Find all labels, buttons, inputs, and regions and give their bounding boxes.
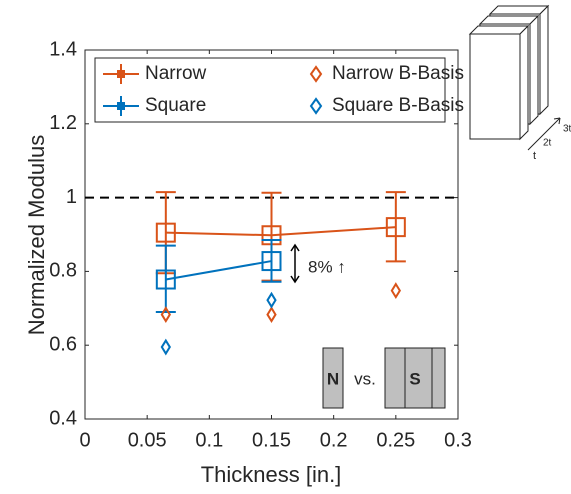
point	[390, 282, 402, 299]
series-line	[165, 260, 272, 281]
point	[266, 291, 277, 309]
y-tick-label: 0.6	[49, 333, 77, 355]
double-arrow	[290, 243, 300, 284]
sample-inset	[322, 347, 446, 409]
legend-swatch	[309, 97, 323, 115]
x-tick-label: 0.1	[195, 429, 223, 451]
point	[160, 338, 171, 356]
annotation: vs.	[354, 369, 376, 388]
annotation: S	[409, 369, 420, 388]
x-tick-label: 0	[79, 429, 90, 451]
legend-label: Narrow	[145, 63, 207, 84]
point	[385, 217, 406, 238]
x-tick-label: 0.05	[128, 429, 167, 451]
y-tick-label: 0.8	[49, 260, 77, 282]
point	[261, 251, 282, 272]
point	[155, 222, 176, 243]
legend-swatch	[117, 102, 125, 110]
annotation: t	[533, 150, 536, 162]
x-axis-label: Thickness [in.]	[201, 462, 342, 487]
y-tick-label: 1.4	[49, 38, 77, 60]
point	[160, 306, 171, 323]
x-tick-label: 0.2	[320, 429, 348, 451]
y-axis-label: Normalized Modulus	[24, 135, 49, 336]
y-tick-label: 0.4	[49, 407, 77, 429]
annotation: 3t	[563, 124, 571, 135]
x-tick-label: 0.3	[444, 429, 472, 451]
legend-label: Square B-Basis	[332, 95, 464, 116]
annotation: 2t	[543, 138, 552, 149]
x-tick-label: 0.15	[252, 429, 291, 451]
point	[155, 269, 176, 290]
legend-label: Square	[145, 95, 206, 116]
annotation: N	[327, 369, 339, 388]
legend-swatch	[309, 65, 323, 83]
legend-label: Narrow B-Basis	[332, 63, 464, 84]
y-tick-label: 1.2	[49, 112, 77, 134]
inset-diagram	[468, 4, 561, 151]
legend	[94, 57, 446, 123]
annotation: 8% ↑	[308, 257, 346, 276]
point	[266, 306, 277, 323]
y-tick-label: 1	[66, 186, 77, 208]
legend-swatch	[117, 70, 125, 78]
x-tick-label: 0.25	[376, 429, 415, 451]
